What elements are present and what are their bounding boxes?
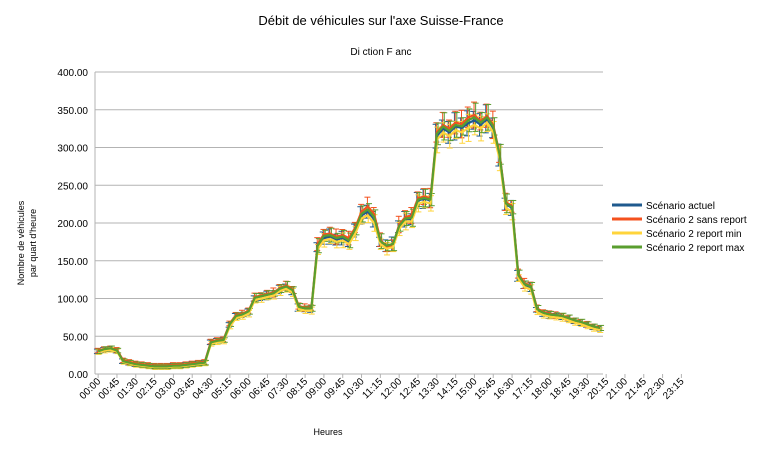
- chart-subtitle: Di ction F anc: [350, 47, 411, 58]
- series-line-4: [97, 116, 601, 368]
- x-tick-label: 10:30: [341, 376, 367, 402]
- y-axis-label: Nombre de véhicules par quart d'heure: [16, 200, 38, 285]
- y-tick-label: 350.00: [57, 106, 88, 117]
- y-tick-label: 400.00: [57, 68, 88, 79]
- x-axis-ticks: 00:0000:4501:3002:1503:0003:4504:3005:15…: [78, 374, 687, 402]
- y-tick-label: 200.00: [57, 219, 88, 230]
- y-tick-label: 0.00: [69, 370, 89, 381]
- x-axis-label: Heures: [313, 427, 343, 437]
- y-tick-label: 150.00: [57, 257, 88, 268]
- series-lines: [97, 113, 601, 369]
- y-axis-label-line-2: par quart d'heure: [28, 209, 38, 277]
- y-tick-label: 250.00: [57, 181, 88, 192]
- y-tick-label: 100.00: [57, 295, 88, 306]
- grid: [94, 71, 603, 375]
- y-tick-label: 50.00: [63, 332, 88, 343]
- y-tick-label: 300.00: [57, 144, 88, 155]
- error-bars: [93, 101, 605, 370]
- legend-label: Scénario 2 sans report: [646, 215, 747, 226]
- legend-label: Scénario 2 report max: [646, 243, 744, 254]
- y-axis-label-line-1: Nombre de véhicules: [16, 200, 26, 285]
- x-tick-label: 23:15: [661, 376, 687, 402]
- series-line-3: [97, 121, 601, 369]
- legend-label: Scénario actuel: [646, 201, 715, 212]
- chart-title: Débit de véhicules sur l'axe Suisse-Fran…: [258, 13, 503, 28]
- legend-label: Scénario 2 report min: [646, 229, 742, 240]
- y-axis-ticks: 0.00 50.00 100.00 150.00 200.00 250.00 300.00 3…: [57, 68, 88, 381]
- legend: Scénario actuel Scénario 2 sans report Scé…: [612, 201, 747, 254]
